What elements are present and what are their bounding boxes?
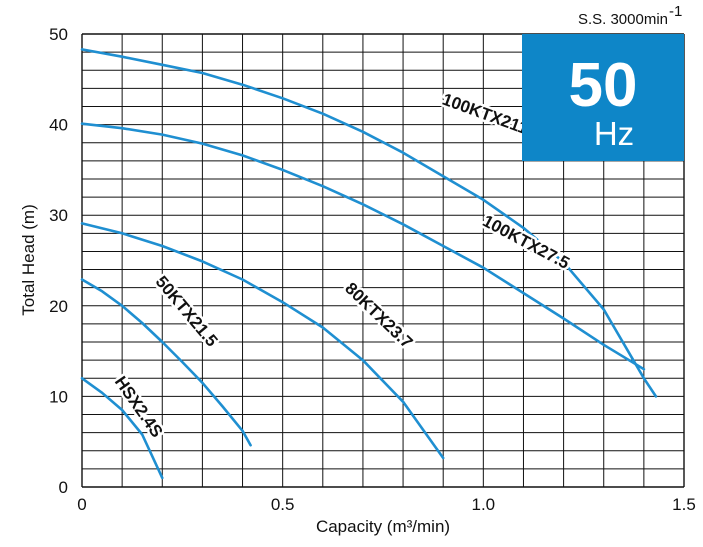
y-tick-label: 40: [49, 116, 68, 135]
y-tick-label: 50: [49, 25, 68, 44]
curve-label: 100KTX211: [440, 90, 531, 139]
curve-100ktx211: [80, 48, 658, 398]
curve-label: 100KTX27.5: [479, 211, 572, 273]
curve-100ktx27-5: [80, 122, 646, 371]
x-tick-label: 1.5: [672, 495, 696, 514]
speed-note-superscript: -1: [669, 3, 682, 20]
speed-note: S.S. 3000min: [578, 11, 668, 28]
x-tick-label: 1.0: [472, 495, 496, 514]
frequency-badge: [522, 34, 684, 161]
y-axis-label: Total Head (m): [19, 204, 38, 315]
x-tick-label: 0.5: [271, 495, 295, 514]
y-tick-label: 10: [49, 387, 68, 406]
y-tick-label: 30: [49, 206, 68, 225]
curves: [80, 48, 658, 480]
curve-50ktx21-5: [80, 278, 252, 447]
frequency-unit: Hz: [594, 115, 634, 152]
curve-hsx2-4s: [80, 377, 164, 480]
y-tick-label: 20: [49, 297, 68, 316]
x-axis-label: Capacity (m³/min): [316, 517, 450, 536]
curve-80ktx23-7: [80, 222, 445, 460]
y-tick-label: 0: [59, 478, 68, 497]
x-tick-label: 0: [77, 495, 86, 514]
curve-label: 80KTX23.7: [341, 279, 416, 352]
tick-labels: 0 0.5 1.0 1.5 0 10 20 30 40 50: [49, 25, 696, 514]
frequency-value: 50: [569, 51, 638, 120]
